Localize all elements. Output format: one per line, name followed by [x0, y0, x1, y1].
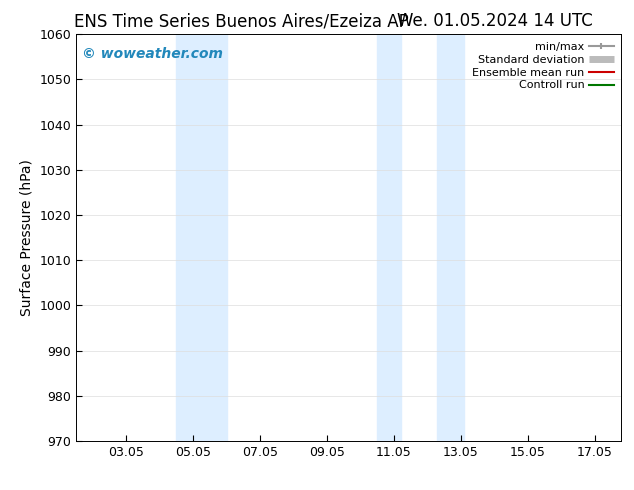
Bar	[437, 34, 464, 441]
Y-axis label: Surface Pressure (hPa): Surface Pressure (hPa)	[20, 159, 34, 316]
Bar	[176, 34, 193, 441]
Text: © woweather.com: © woweather.com	[82, 47, 223, 60]
Legend: min/max, Standard deviation, Ensemble mean run, Controll run: min/max, Standard deviation, Ensemble me…	[470, 40, 616, 93]
Bar	[193, 34, 226, 441]
Text: ENS Time Series Buenos Aires/Ezeiza AP: ENS Time Series Buenos Aires/Ezeiza AP	[74, 12, 408, 30]
Bar	[377, 34, 401, 441]
Text: We. 01.05.2024 14 UTC: We. 01.05.2024 14 UTC	[397, 12, 592, 30]
